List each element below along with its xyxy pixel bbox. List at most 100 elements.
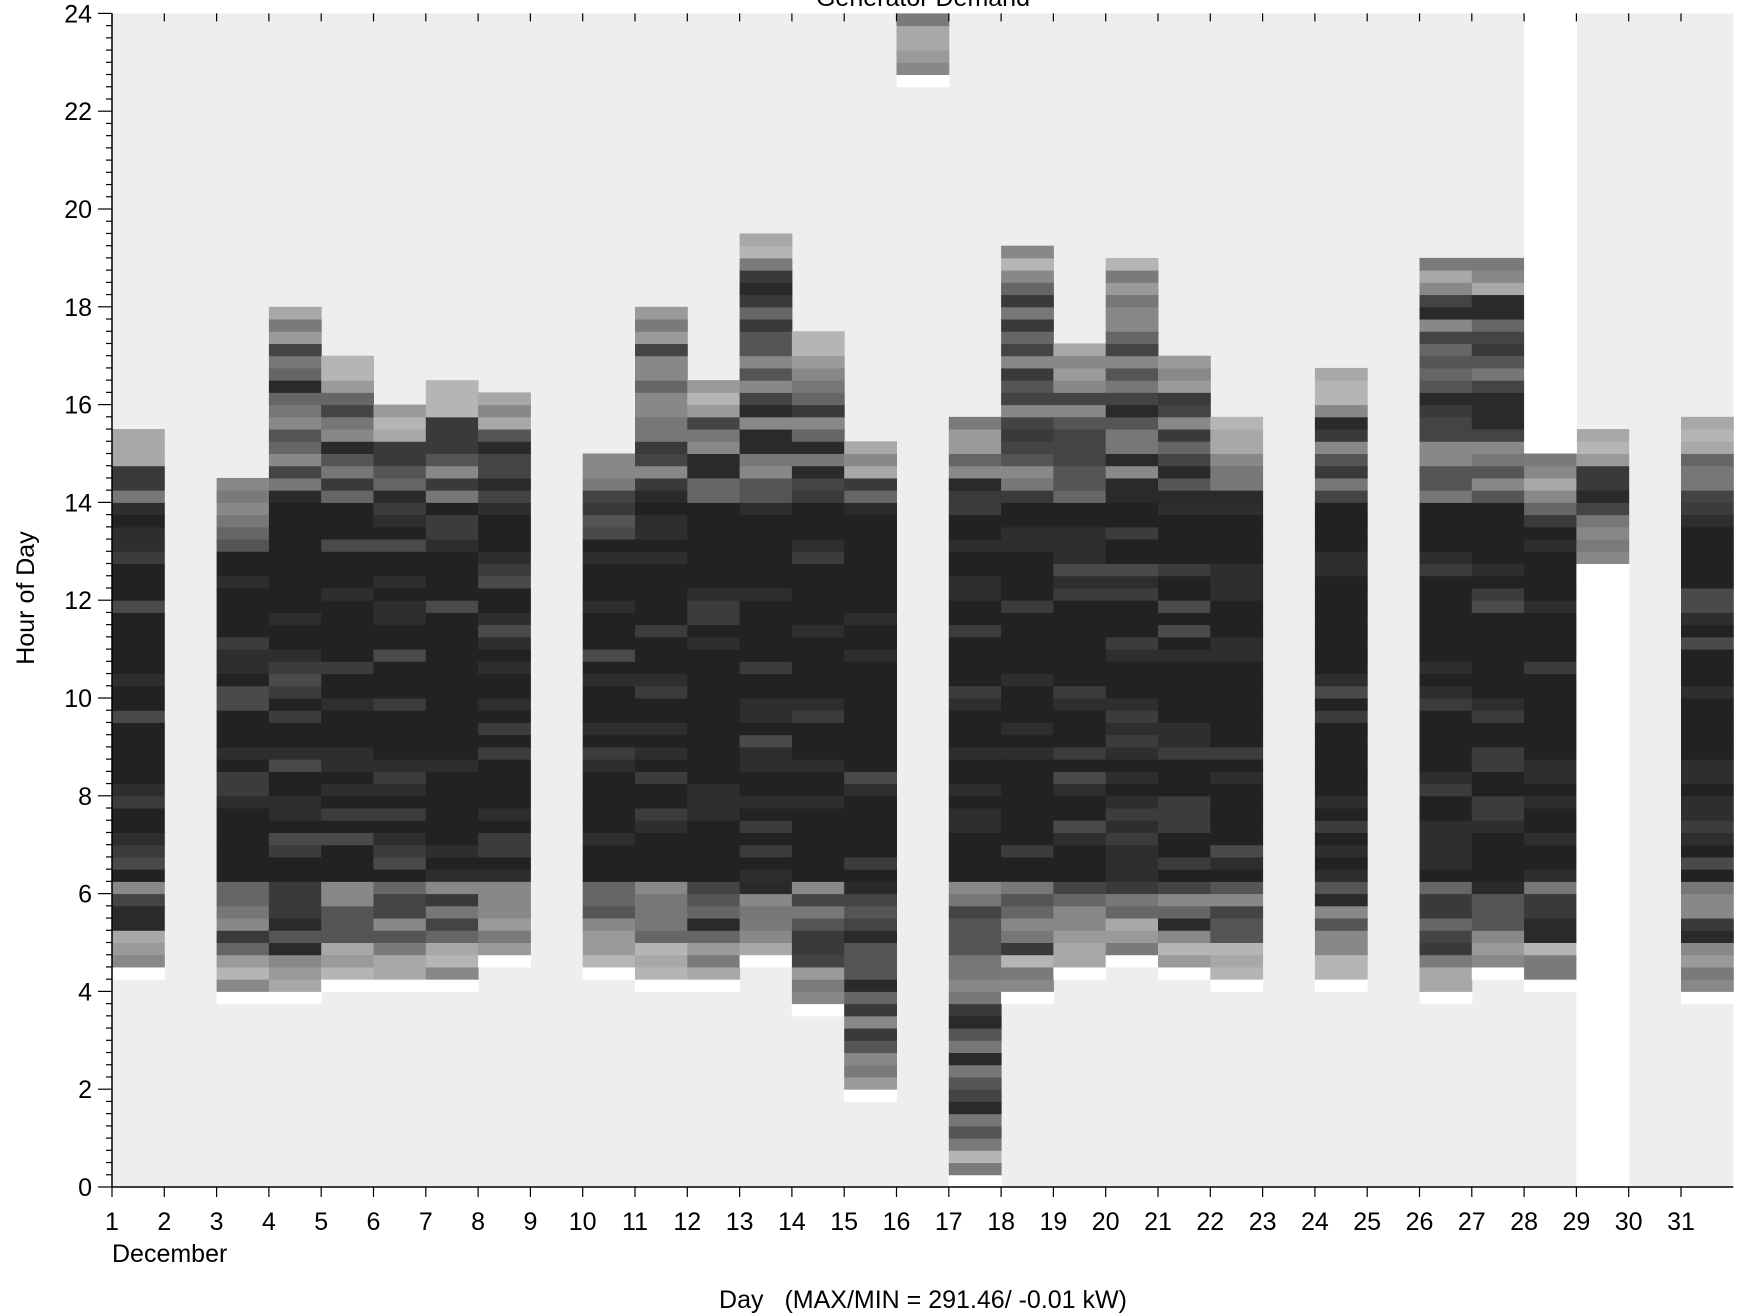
heatmap-cell [1105,918,1159,931]
heatmap-cell [1471,966,1525,980]
heatmap-cell [1105,942,1159,956]
heatmap-cell [321,539,374,552]
heatmap-cell [1210,698,1264,711]
heatmap-cell [1053,624,1107,638]
heatmap-cell [739,832,793,846]
heatmap-cell [948,1113,1002,1127]
heatmap-cell [1158,367,1211,381]
heatmap-cell [1001,526,1054,540]
heatmap-cell [844,991,897,1005]
heatmap-cell [1001,698,1054,711]
heatmap-cell [478,612,531,626]
heatmap-cell [687,979,741,992]
heatmap-cell [739,429,793,442]
heatmap-cell [687,685,741,699]
heatmap-cell [1053,380,1107,393]
heatmap-cell [582,600,636,613]
heatmap-cell [844,673,897,687]
heatmap-cell [1419,563,1473,577]
heatmap-cell [687,734,741,748]
heatmap-cell [635,808,688,821]
heatmap-cell [1053,918,1107,931]
heatmap-cell [1681,685,1734,699]
heatmap-cell [844,918,897,931]
heatmap-cell [1419,832,1473,846]
heatmap-cell [1314,869,1368,882]
heatmap-cell [112,710,165,723]
heatmap-cell [321,808,374,821]
heatmap-cell [1210,465,1264,479]
heatmap-cell [791,710,845,723]
heatmap-cell [1471,563,1525,577]
heatmap-cell [635,465,688,479]
heatmap-cell [1210,795,1264,809]
no-data-cell [1524,13,1577,454]
heatmap-cell [373,465,427,479]
heatmap-cell [582,746,636,760]
heatmap-cell [1158,685,1211,699]
heatmap-cell [1053,771,1107,785]
heatmap-cell [1105,270,1159,283]
heatmap-cell [216,808,270,821]
heatmap-cell [1524,673,1577,687]
heatmap-cell [1681,808,1734,821]
heatmap-cell [739,502,793,516]
heatmap-cell [582,575,636,589]
heatmap-cell [1576,539,1630,552]
x-tick-label: 7 [419,1208,433,1236]
heatmap-cell [948,856,1002,870]
heatmap-cell [373,649,427,662]
heatmap-cell [478,722,531,736]
heatmap-cell [112,661,165,675]
heatmap-cell [373,563,427,577]
heatmap-cell [425,490,479,503]
heatmap-cell [1471,722,1525,736]
heatmap-cell [948,490,1002,503]
heatmap-cell [425,624,479,638]
heatmap-cell [1524,710,1577,723]
x-tick-label: 4 [262,1208,276,1236]
heatmap-cell [1053,355,1107,369]
heatmap-cell [425,942,479,956]
heatmap-cell [321,979,374,992]
heatmap-cell [1419,808,1473,821]
heatmap-cell [478,954,531,968]
heatmap-cell [1471,453,1525,467]
heatmap-cell [268,514,322,528]
heatmap-cell [373,795,427,809]
heatmap-cell [1419,319,1473,332]
heatmap-cell [1314,844,1368,858]
heatmap-cell [425,575,479,589]
heatmap-cell [1524,734,1577,748]
heatmap-cell [687,502,741,516]
heatmap-cell [948,514,1002,528]
heatmap-cell [373,698,427,711]
heatmap-cell [687,771,741,785]
heatmap-cell [321,710,374,723]
heatmap-cell [1105,331,1159,344]
heatmap-cell [1210,722,1264,736]
heatmap-cell [844,844,897,858]
heatmap-cell [1210,539,1264,552]
heatmap-cell [1105,661,1159,675]
heatmap-cell [1471,954,1525,968]
heatmap-cell [1001,893,1054,907]
heatmap-cell [1105,526,1159,540]
heatmap-cell [1210,734,1264,748]
heatmap-cell [1314,575,1368,589]
heatmap-cell [1419,539,1473,552]
heatmap-cell [321,575,374,589]
heatmap-cell [216,710,270,723]
heatmap-cell [321,612,374,626]
heatmap-cell [268,526,322,540]
heatmap-cell [1105,636,1159,650]
heatmap-cell [635,698,688,711]
heatmap-cell [896,50,950,63]
heatmap-cell [687,966,741,980]
heatmap-cell [425,563,479,577]
heatmap-cell [1419,514,1473,528]
heatmap-cell [844,1040,897,1054]
heatmap-cell [948,771,1002,785]
heatmap-cell [791,343,845,357]
heatmap-cell [1524,490,1577,503]
